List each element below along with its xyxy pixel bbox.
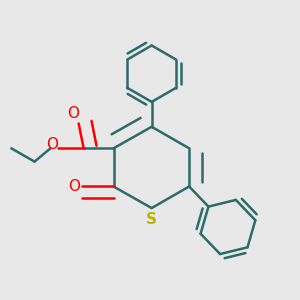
Text: O: O: [46, 137, 58, 152]
Text: O: O: [68, 179, 80, 194]
Text: O: O: [67, 106, 79, 121]
Text: S: S: [146, 212, 157, 227]
